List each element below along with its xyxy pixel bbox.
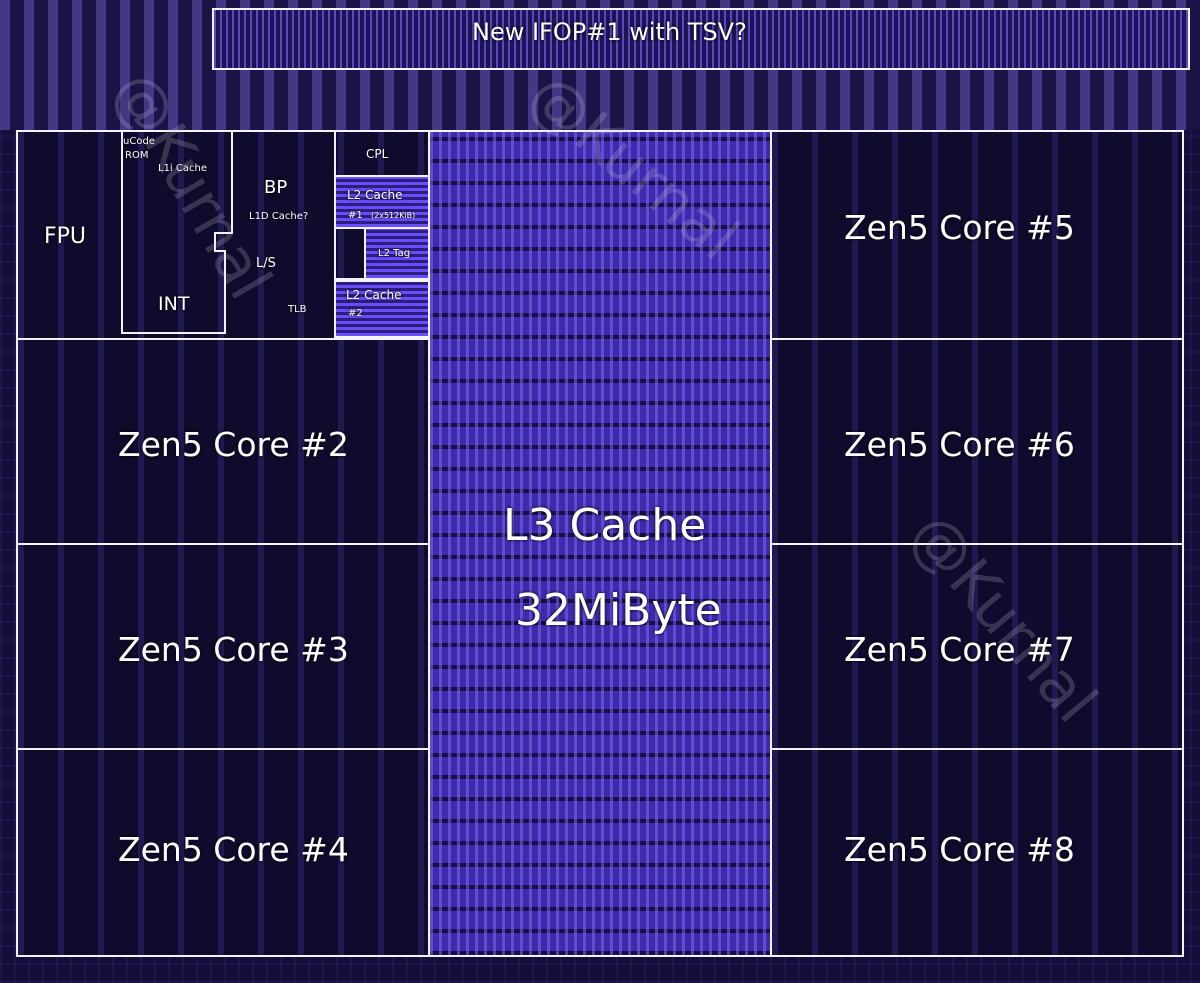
l1d-label: L1D Cache? xyxy=(249,211,309,222)
l3-size-label: 32MiByte xyxy=(515,585,722,636)
ucode-label: uCode xyxy=(123,136,155,147)
int-label: INT xyxy=(158,293,190,315)
divider xyxy=(224,250,226,334)
divider xyxy=(121,132,123,334)
divider xyxy=(122,332,226,334)
core-6-label: Zen5 Core #6 xyxy=(844,425,1075,464)
ifop-label: New IFOP#1 with TSV? xyxy=(472,18,747,46)
l2-cache-2-label: L2 Cache xyxy=(346,288,402,302)
core-4 xyxy=(16,748,430,957)
l2-num-2-label: #2 xyxy=(348,308,363,319)
core-2-label: Zen5 Core #2 xyxy=(118,425,349,464)
core-7-label: Zen5 Core #7 xyxy=(844,630,1075,669)
divider xyxy=(214,232,233,234)
bp-label: BP xyxy=(264,177,288,198)
l1i-label: L1i Cache xyxy=(158,163,207,174)
l2-cache-1-label: L2 Cache xyxy=(347,188,403,202)
divider xyxy=(214,232,216,250)
divider xyxy=(231,132,233,234)
l2-tag-left xyxy=(334,227,366,280)
l3-cache-region xyxy=(428,130,772,957)
core-5 xyxy=(770,130,1184,340)
l2-tag-label: L2 Tag xyxy=(378,248,411,259)
core-3 xyxy=(16,543,430,750)
core-2 xyxy=(16,338,430,545)
cpl-block xyxy=(334,130,430,177)
divider xyxy=(214,250,226,252)
l2-size-label: (2x512KiB) xyxy=(371,211,416,220)
core-8-label: Zen5 Core #8 xyxy=(844,830,1075,869)
l2-cache-2-block xyxy=(334,280,430,338)
rom-label: ROM xyxy=(125,150,149,161)
cpl-label: CPL xyxy=(366,147,389,161)
core-7 xyxy=(770,543,1184,750)
core-6 xyxy=(770,338,1184,545)
l2-tag-block xyxy=(364,227,430,280)
core-3-label: Zen5 Core #3 xyxy=(118,630,349,669)
fpu-label: FPU xyxy=(44,224,87,249)
core-8 xyxy=(770,748,1184,957)
ls-label: L/S xyxy=(256,256,276,271)
l3-label: L3 Cache xyxy=(503,500,707,551)
core-5-label: Zen5 Core #5 xyxy=(844,208,1075,247)
l2-num-1-label: #1 xyxy=(348,210,363,221)
core-4-label: Zen5 Core #4 xyxy=(118,830,349,869)
ifop-region xyxy=(212,8,1190,70)
tlb-label: TLB xyxy=(288,304,307,315)
